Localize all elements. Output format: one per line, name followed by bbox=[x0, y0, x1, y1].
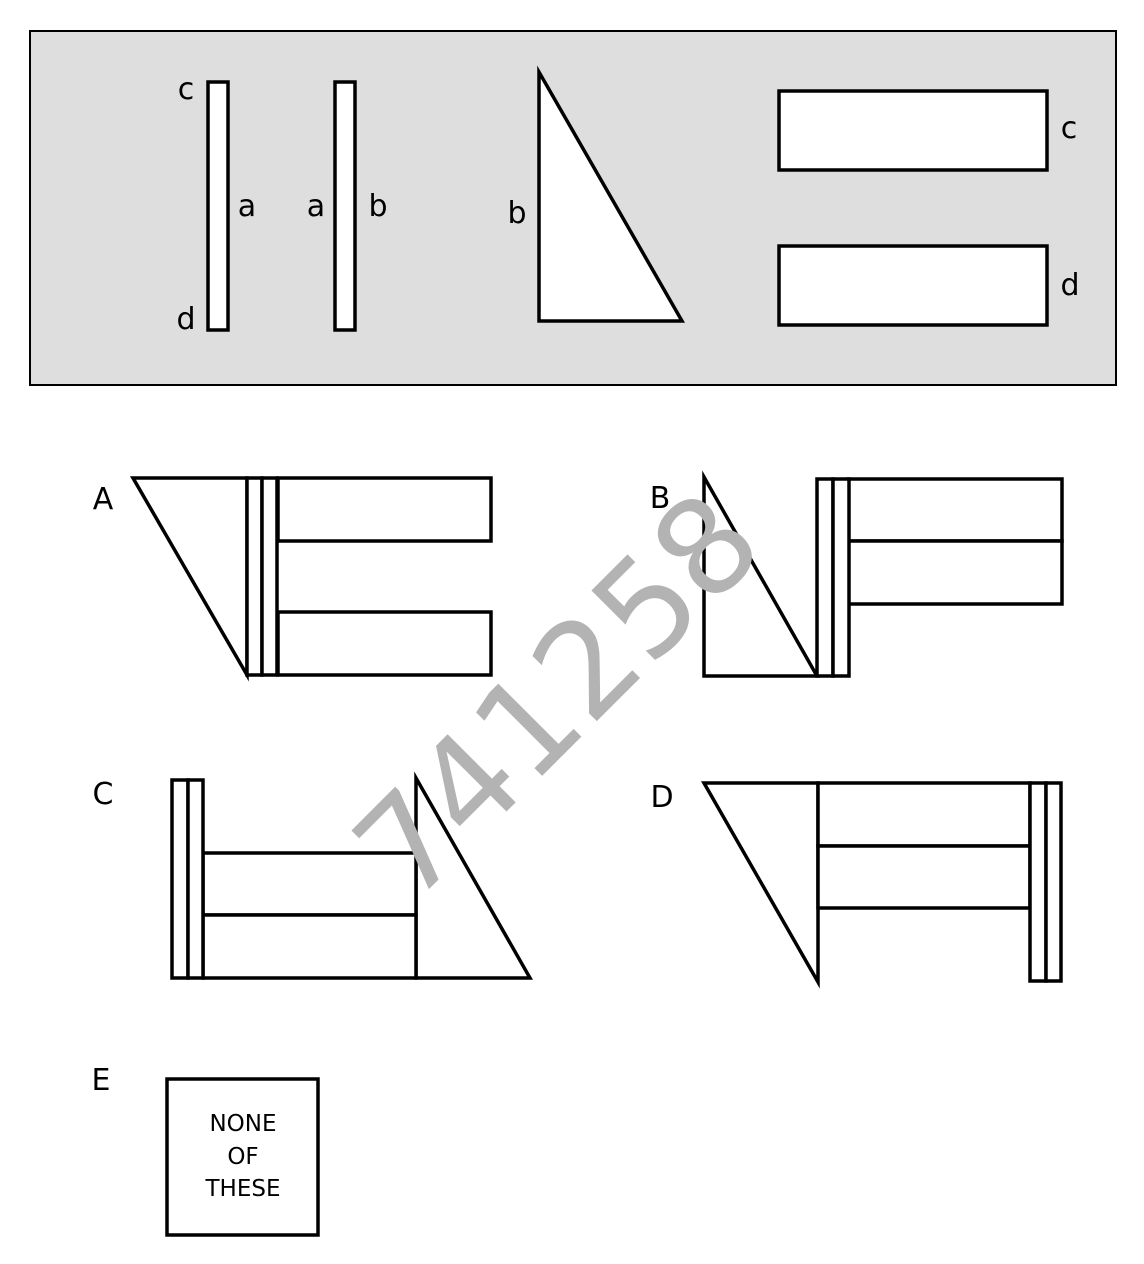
option-a-strip-right bbox=[260, 476, 279, 677]
piece-strip-cad: c a d bbox=[176, 72, 256, 337]
option-b-strip-right bbox=[831, 477, 851, 678]
option-c-label: C bbox=[93, 777, 114, 812]
option-a-rect-top bbox=[276, 476, 493, 543]
piece-triangle: b bbox=[507, 65, 686, 323]
option-c[interactable]: C bbox=[93, 771, 534, 980]
strip-shape bbox=[206, 80, 230, 332]
option-b[interactable]: B bbox=[650, 470, 1064, 678]
option-e[interactable]: E NONE OF THESE bbox=[92, 1063, 320, 1237]
option-d-strip-left bbox=[1028, 781, 1048, 983]
edge-label-d: d bbox=[176, 302, 195, 337]
option-d-rect-top bbox=[816, 781, 1032, 848]
option-b-triangle bbox=[702, 470, 821, 678]
option-b-rect-bottom bbox=[846, 539, 1064, 606]
option-d[interactable]: D bbox=[650, 780, 1063, 989]
option-e-text-line3: THESE bbox=[204, 1176, 280, 1202]
edge-label-a: a bbox=[238, 189, 256, 224]
option-b-rect-top bbox=[846, 477, 1064, 543]
edge-label-c: c bbox=[1061, 111, 1078, 146]
piece-strip-ab: a b bbox=[307, 80, 388, 332]
option-a[interactable]: A bbox=[93, 476, 493, 682]
option-d-rect-bottom bbox=[816, 844, 1032, 910]
option-b-strip-left bbox=[815, 477, 835, 678]
option-e-label: E bbox=[92, 1063, 111, 1098]
option-d-triangle bbox=[700, 781, 820, 989]
edge-label-b: b bbox=[507, 196, 526, 231]
triangle-shape bbox=[537, 65, 686, 323]
option-a-label: A bbox=[93, 482, 114, 517]
edge-label-c: c bbox=[178, 72, 195, 107]
option-a-rect-bottom bbox=[276, 610, 493, 677]
edge-label-a: a bbox=[307, 189, 325, 224]
option-d-strip-right bbox=[1044, 781, 1063, 983]
rect-shape bbox=[777, 244, 1049, 327]
option-c-rect-bottom bbox=[201, 913, 418, 980]
edge-label-d: d bbox=[1060, 268, 1079, 303]
option-e-box bbox=[165, 1077, 320, 1237]
strip-shape bbox=[333, 80, 357, 332]
option-e-text-line1: NONE bbox=[209, 1111, 276, 1137]
piece-rect-c: c bbox=[777, 89, 1078, 172]
option-a-triangle bbox=[129, 476, 249, 682]
piece-rect-d: d bbox=[777, 244, 1080, 327]
option-c-strip-left bbox=[170, 778, 190, 980]
option-d-label: D bbox=[650, 780, 673, 815]
option-e-text-line2: OF bbox=[227, 1144, 258, 1170]
option-c-strip-right bbox=[186, 778, 205, 980]
rect-shape bbox=[777, 89, 1049, 172]
option-b-label: B bbox=[650, 481, 671, 516]
pieces-panel: c a d a b b c d bbox=[29, 30, 1117, 386]
edge-label-b: b bbox=[368, 189, 387, 224]
option-a-strip-left bbox=[245, 476, 264, 677]
